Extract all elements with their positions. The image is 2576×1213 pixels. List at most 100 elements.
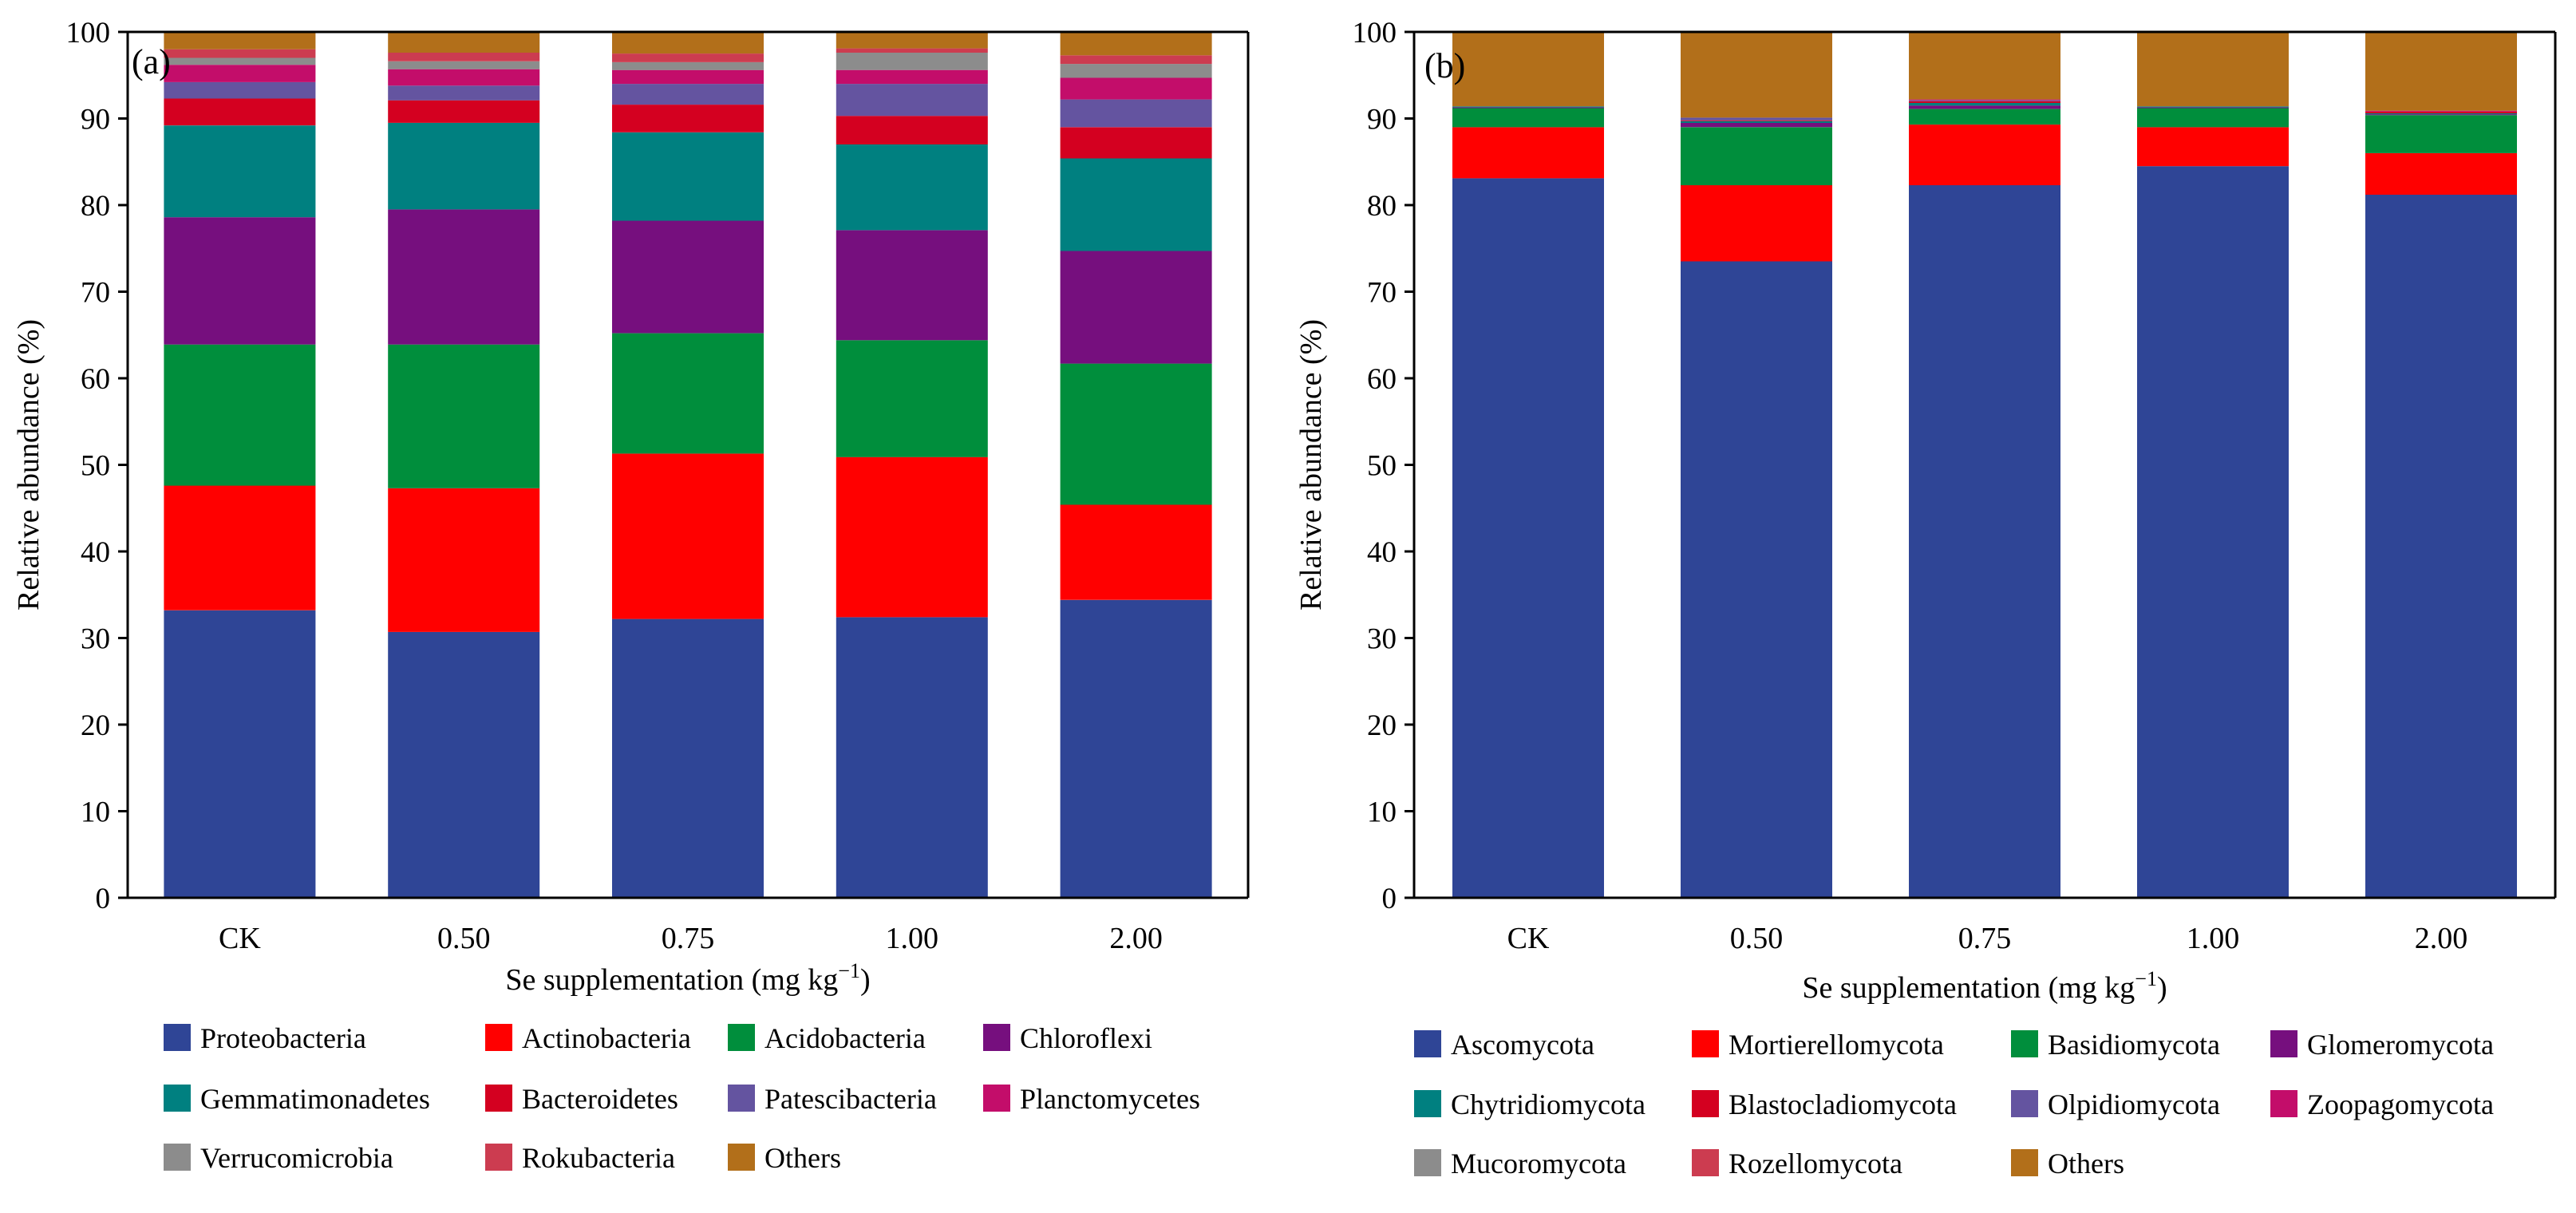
bar-segment-0-75-chytridiomycota — [1909, 103, 2060, 106]
legend-label-chytridiomycota: Chytridiomycota — [1451, 1089, 1646, 1120]
legend-label-ascomycota: Ascomycota — [1451, 1029, 1594, 1061]
bar-segment-0-75-mortierellomycota — [1909, 124, 2060, 186]
bar-segment-2-00-chloroflexi — [1060, 251, 1212, 364]
bar-segment-2-00-glomeromycota — [2365, 114, 2517, 116]
legend-swatch-rozellomycota — [1692, 1149, 1719, 1176]
bar-segment-0-50-planctomycetes — [388, 69, 540, 86]
bar-segment-0-50-verrucomicrobia — [388, 61, 540, 69]
y-tick-label-0: 0 — [96, 883, 111, 915]
y-tick-label-90: 90 — [1367, 104, 1397, 136]
bar-segment-2-00-zoopagomycota — [2365, 110, 2517, 112]
bar-segment-2-00-others — [2365, 32, 2517, 111]
y-tick-label-70: 70 — [1367, 277, 1397, 310]
y-tick-label-60: 60 — [81, 363, 110, 396]
x-axis-title-close: ) — [2157, 971, 2167, 1005]
bar-segment-ck-chytridiomycota — [1452, 106, 1604, 108]
bar-segment-1-00-basidiomycota — [2137, 108, 2289, 128]
legend-swatch-chloroflexi — [983, 1024, 1010, 1051]
bar-segment-ck-basidiomycota — [1452, 108, 1604, 128]
x-axis-title-close: ) — [860, 963, 871, 997]
legend-label-verrucomicrobia: Verrucomicrobia — [200, 1142, 393, 1174]
bar-segment-0-75-planctomycetes — [612, 69, 764, 85]
y-tick-label-40: 40 — [81, 536, 110, 569]
bar-segment-ck-verrucomicrobia — [164, 57, 316, 65]
x-tick-label-1-00: 1.00 — [2187, 922, 2240, 955]
legend-swatch-rokubacteria — [485, 1144, 512, 1171]
legend-item-bacteroidetes: Bacteroidetes — [485, 1083, 678, 1115]
x-axis-title-main: Se supplementation (mg kg — [505, 963, 838, 997]
bar-segment-1-00-chytridiomycota — [2137, 106, 2289, 108]
legend-swatch-mucoromycota — [1414, 1149, 1441, 1176]
bar-segment-2-00-acidobacteria — [1060, 363, 1212, 505]
y-tick-label-40: 40 — [1367, 536, 1397, 569]
legend-item-ascomycota: Ascomycota — [1414, 1029, 1594, 1061]
bar-segment-0-50-gemmatimonadetes — [388, 122, 540, 210]
y-tick-label-20: 20 — [1367, 709, 1397, 742]
bar-segment-0-50-ascomycota — [1681, 261, 1832, 898]
legend-item-chloroflexi: Chloroflexi — [983, 1022, 1152, 1054]
bar-segment-2-00-chytridiomycota — [2365, 113, 2517, 115]
bar-segment-0-75-blastocladiomycota — [1909, 101, 2060, 103]
bar-segment-0-75-zoopagomycota — [1909, 99, 2060, 101]
y-tick-label-50: 50 — [81, 450, 110, 483]
x-axis-title-superscript: −1 — [2135, 967, 2157, 990]
bar-segment-0-50-mortierellomycota — [1681, 185, 1832, 262]
y-axis-title: Relative abundance (%) — [12, 319, 45, 610]
bar-segment-ck-rokubacteria — [164, 49, 316, 58]
legend-item-blastocladiomycota: Blastocladiomycota — [1692, 1089, 1957, 1120]
x-tick-label-0-75: 0.75 — [662, 922, 715, 955]
legend-swatch-others — [728, 1144, 755, 1171]
bar-segment-0-50-rokubacteria — [388, 53, 540, 61]
panel-a-bacteria-chart: CK 0.50 0.75 1.00 2.00 0 10 20 30 40 50 60 70 80 90 100… — [12, 17, 1250, 1174]
bar-segment-1-00-patescibacteria — [836, 84, 988, 117]
legend-label-rozellomycota: Rozellomycota — [1729, 1148, 1902, 1179]
bar-segment-1-00-others — [2137, 32, 2289, 107]
bar-segment-0-50-proteobacteria — [388, 631, 540, 898]
legend-swatch-mortierellomycota — [1692, 1030, 1719, 1057]
bar-segment-0-50-others — [1681, 32, 1832, 118]
bars — [1452, 32, 2517, 898]
legend-item-zoopagomycota: Zoopagomycota — [2270, 1089, 2494, 1120]
panel-label: (b) — [1424, 46, 1465, 85]
bar-segment-ck-gemmatimonadetes — [164, 125, 316, 218]
legend-swatch-olpidiomycota — [2011, 1090, 2038, 1117]
bar-segment-2-00-patescibacteria — [1060, 99, 1212, 128]
legend-swatch-chytridiomycota — [1414, 1090, 1441, 1117]
legend-swatch-proteobacteria — [164, 1024, 191, 1051]
legend-swatch-actinobacteria — [485, 1024, 512, 1051]
bar-segment-ck-chloroflexi — [164, 217, 316, 345]
y-tick-label-20: 20 — [81, 709, 110, 742]
bar-segment-1-00-proteobacteria — [836, 617, 988, 898]
bar-segment-0-75-acidobacteria — [612, 333, 764, 454]
legend-label-glomeromycota: Glomeromycota — [2307, 1029, 2494, 1061]
legend: Ascomycota Mortierellomycota Basidiomycota… — [1414, 1029, 2494, 1179]
legend-item-gemmatimonadetes: Gemmatimonadetes — [164, 1083, 430, 1115]
legend-item-others: Others — [728, 1142, 841, 1174]
bar-segment-2-00-verrucomicrobia — [1060, 64, 1212, 78]
bar-segment-ck-bacteroidetes — [164, 98, 316, 126]
bar-segment-0-75-actinobacteria — [612, 453, 764, 619]
legend-item-proteobacteria: Proteobacteria — [164, 1022, 366, 1054]
legend-label-zoopagomycota: Zoopagomycota — [2307, 1089, 2494, 1120]
legend-item-acidobacteria: Acidobacteria — [728, 1022, 926, 1054]
bar-segment-0-75-verrucomicrobia — [612, 62, 764, 70]
bar-segment-ck-ascomycota — [1452, 178, 1604, 898]
bar-segment-0-75-glomeromycota — [1909, 105, 2060, 109]
y-tick-label-50: 50 — [1367, 450, 1397, 483]
y-tick-label-80: 80 — [1367, 190, 1397, 223]
legend-label-olpidiomycota: Olpidiomycota — [2048, 1089, 2220, 1120]
x-axis-title-main: Se supplementation (mg kg — [1802, 971, 2135, 1005]
x-tick-label-0-50: 0.50 — [1730, 922, 1784, 955]
legend-swatch-glomeromycota — [2270, 1030, 2297, 1057]
y-tick-label-100: 100 — [1353, 17, 1397, 49]
y-axis-title: Relative abundance (%) — [1294, 319, 1328, 610]
x-tick-label-2-00: 2.00 — [2415, 922, 2468, 955]
x-tick-label-ck: CK — [1507, 922, 1550, 955]
legend-label-chloroflexi: Chloroflexi — [1020, 1022, 1152, 1054]
legend-item-mucoromycota: Mucoromycota — [1414, 1148, 1626, 1179]
x-tick-label-ck: CK — [219, 922, 261, 955]
bar-segment-ck-others — [1452, 32, 1604, 107]
bar-segment-ck-acidobacteria — [164, 344, 316, 486]
legend-label-others: Others — [2048, 1148, 2124, 1179]
bar-segment-2-00-planctomycetes — [1060, 77, 1212, 100]
